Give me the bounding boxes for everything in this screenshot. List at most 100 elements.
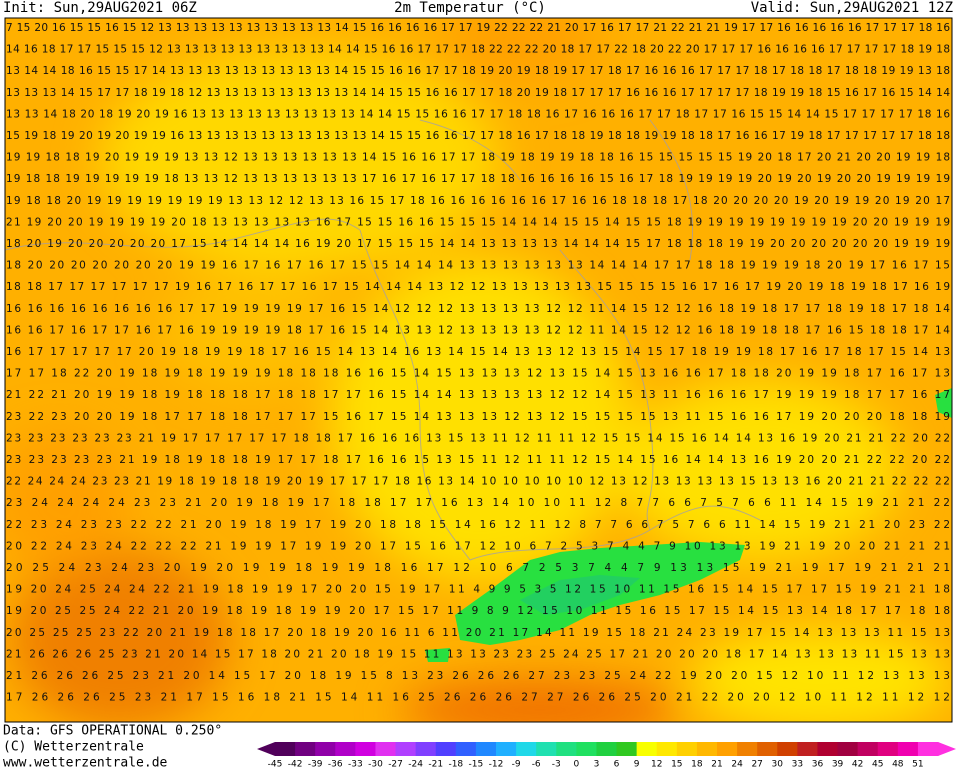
legend-label: -18 — [448, 760, 463, 770]
legend-label: 12 — [651, 760, 662, 770]
temperature-row: 19 19 18 18 19 20 19 19 19 13 13 12 13 1… — [6, 152, 950, 164]
legend-label: 24 — [731, 760, 743, 770]
legend-label: -42 — [288, 760, 303, 770]
temperature-row: 23 23 23 23 23 23 21 19 17 17 17 17 17 1… — [6, 432, 950, 444]
legend-swatch — [496, 742, 517, 756]
temperature-row: 13 13 13 14 15 17 17 18 19 18 12 13 13 1… — [6, 87, 950, 99]
temperature-row: 16 16 16 16 16 16 16 16 17 17 19 19 19 1… — [6, 303, 950, 315]
legend-label: -33 — [348, 760, 363, 770]
legend-swatch — [395, 742, 417, 756]
temperature-row: 23 24 24 24 24 23 23 21 20 19 18 19 17 1… — [6, 497, 950, 509]
legend-label: 9 — [634, 760, 640, 770]
legend-swatch — [737, 742, 758, 756]
legend-label: 6 — [614, 760, 620, 770]
legend-swatch — [877, 742, 899, 756]
legend-swatch — [636, 742, 658, 756]
legend-label: 18 — [691, 760, 703, 770]
temperature-row: 22 24 24 24 23 23 21 19 18 19 18 18 19 2… — [6, 476, 950, 488]
legend-swatch — [777, 742, 798, 756]
legend-swatch — [516, 742, 537, 756]
legend-swatch — [576, 742, 597, 756]
legend-arrow-low — [257, 742, 275, 756]
temperature-row: 17 17 18 22 20 19 18 19 18 19 19 19 18 1… — [6, 368, 950, 380]
legend-label: -21 — [428, 760, 443, 770]
temperature-row: 21 22 21 20 19 19 18 19 18 18 18 17 18 1… — [6, 389, 950, 401]
temperature-row: 23 22 23 20 20 19 18 17 17 18 18 17 17 1… — [6, 411, 950, 423]
temperature-row: 20 25 25 25 23 22 20 21 19 18 18 17 20 1… — [6, 627, 950, 639]
temperature-row: 13 14 14 18 16 15 15 17 14 13 13 13 13 1… — [6, 65, 950, 77]
temperature-row: 19 18 18 20 19 19 19 19 19 19 19 13 13 1… — [6, 195, 950, 207]
legend-swatch — [817, 742, 839, 756]
legend-label: 15 — [671, 760, 682, 770]
temperature-row: 19 20 25 25 24 22 21 20 19 18 19 18 19 1… — [6, 605, 950, 617]
legend-label: 0 — [573, 760, 579, 770]
temperature-row: 21 19 20 20 19 19 19 19 20 18 13 13 13 1… — [6, 216, 950, 228]
legend-label: 21 — [711, 760, 722, 770]
legend-label: -30 — [368, 760, 383, 770]
copyright: (C) Wetterzentrale — [3, 740, 144, 755]
legend-label: 27 — [751, 760, 762, 770]
legend-label: 39 — [832, 760, 844, 770]
legend-swatch — [717, 742, 738, 756]
temperature-row: 18 20 19 20 20 20 20 20 17 15 14 14 14 1… — [6, 238, 950, 250]
legend-swatch — [616, 742, 638, 756]
legend-label: -45 — [268, 760, 283, 770]
legend-label: 42 — [852, 760, 863, 770]
legend-swatch — [335, 742, 356, 756]
legend-label: 33 — [792, 760, 803, 770]
legend-label: 30 — [772, 760, 784, 770]
init-time: Init: Sun,29AUG2021 06Z — [3, 0, 197, 16]
legend-swatch — [435, 742, 457, 756]
legend-swatch — [536, 742, 557, 756]
legend-swatch — [857, 742, 879, 756]
legend-swatch — [315, 742, 336, 756]
temperature-row: 13 13 14 18 20 18 19 20 19 16 13 13 13 1… — [6, 108, 950, 120]
valid-time: Valid: Sun,29AUG2021 12Z — [751, 0, 953, 16]
temperature-row: 18 18 17 17 17 17 17 17 19 16 17 16 17 1… — [6, 281, 950, 293]
website: www.wetterzentrale.de — [3, 756, 168, 770]
legend-swatch — [757, 742, 778, 756]
legend-label: -6 — [532, 760, 541, 770]
temperature-row: 16 17 17 17 17 17 20 19 18 19 19 18 17 1… — [6, 346, 950, 358]
legend-label: 3 — [594, 760, 600, 770]
legend-label: -36 — [328, 760, 343, 770]
temperature-row: 21 26 26 26 25 23 21 20 14 15 17 20 18 1… — [6, 670, 950, 682]
map-frame — [4, 17, 953, 723]
legend-label: 51 — [912, 760, 923, 770]
legend-swatch — [415, 742, 437, 756]
temperature-row: 16 16 17 16 17 17 16 17 16 19 19 19 19 1… — [6, 324, 950, 336]
legend-label: 48 — [892, 760, 904, 770]
legend-swatch — [917, 742, 939, 756]
legend-label: -12 — [489, 760, 504, 770]
legend-label: -24 — [408, 760, 423, 770]
legend-swatch — [656, 742, 678, 756]
legend-swatch — [275, 742, 296, 756]
temperature-row: 15 19 18 19 20 19 20 19 19 16 13 13 13 1… — [6, 130, 950, 142]
temperature-row: 14 16 18 17 17 15 15 15 12 13 13 13 13 1… — [6, 44, 950, 56]
legend-swatch — [375, 742, 397, 756]
legend-swatch — [475, 742, 497, 756]
legend-label: -27 — [388, 760, 403, 770]
legend-label: -15 — [469, 760, 484, 770]
legend-label: 36 — [812, 760, 824, 770]
legend-swatch — [596, 742, 618, 756]
legend-swatch — [897, 742, 919, 756]
temperature-row: 19 18 18 19 19 19 19 19 18 13 13 12 13 1… — [6, 173, 950, 185]
color-legend: -45 -42 -39 -36 -33 -30 -27 -24 -21 -18 -15 -12 -9 -6… — [257, 742, 956, 770]
temperature-row: 19 20 24 25 24 24 22 21 19 18 19 19 17 2… — [6, 584, 950, 596]
legend-label: 45 — [872, 760, 883, 770]
legend-swatch — [355, 742, 376, 756]
temperature-row: 23 23 23 23 23 21 19 18 19 18 18 19 17 1… — [6, 454, 950, 466]
legend-swatch — [455, 742, 477, 756]
legend-swatch — [556, 742, 577, 756]
temperature-row: 18 20 20 20 20 20 20 20 19 19 16 17 16 1… — [6, 260, 950, 272]
data-source: Data: GFS OPERATIONAL 0.250° — [3, 724, 222, 739]
legend-swatch — [295, 742, 316, 756]
legend-label: -3 — [552, 760, 561, 770]
map-field: 7 15 20 16 15 15 16 15 12 13 13 13 13 13… — [5, 18, 952, 722]
temperature-row: 7 15 20 16 15 15 16 15 12 13 13 13 13 13… — [6, 22, 950, 34]
legend-arrow-high — [938, 742, 956, 756]
map-title: 2m Temperatur (°C) — [394, 0, 546, 16]
